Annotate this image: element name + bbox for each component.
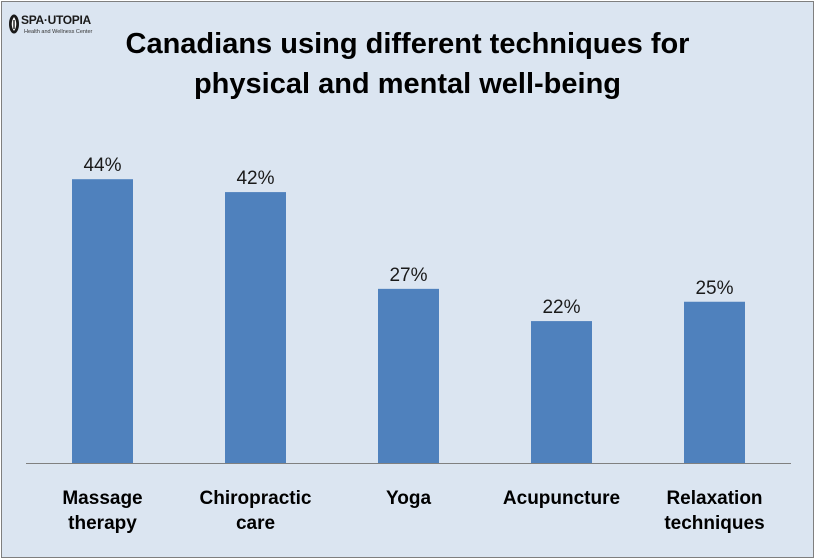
bar-4 — [684, 301, 745, 463]
data-label-1: 42% — [236, 168, 274, 189]
bar-2 — [378, 288, 439, 463]
chart-title-line-1: Canadians using different techniques for — [125, 28, 690, 60]
category-label-3: Acupuncture — [503, 488, 620, 509]
data-label-3: 22% — [542, 297, 580, 318]
category-label-0-line-1: Massage — [62, 488, 142, 509]
category-label-2: Yoga — [386, 488, 431, 509]
logo-name: SPA·UTOPIA — [21, 13, 91, 27]
chart-title-line-2: physical and mental well-being — [193, 68, 622, 100]
bar-1 — [225, 192, 286, 463]
logo-tagline: Health and Wellness Center — [24, 29, 93, 35]
data-label-0: 44% — [83, 155, 121, 176]
category-label-4-line-2: techniques — [664, 513, 764, 534]
data-label-4: 25% — [695, 278, 733, 299]
category-label-1-line-2: care — [236, 513, 275, 534]
category-label-1-line-1: Chiropractic — [200, 488, 312, 509]
chart-title: Canadians using different techniques for… — [2, 24, 813, 104]
category-label-0-line-2: therapy — [68, 513, 137, 534]
category-label-4-line-1: Relaxation — [666, 488, 762, 509]
logo: SPA·UTOPIA Health and Wellness Center — [8, 11, 98, 41]
bar-3 — [531, 321, 592, 463]
data-label-2: 27% — [389, 265, 427, 286]
spa-logo-icon — [9, 14, 19, 34]
bar-0 — [72, 179, 133, 463]
